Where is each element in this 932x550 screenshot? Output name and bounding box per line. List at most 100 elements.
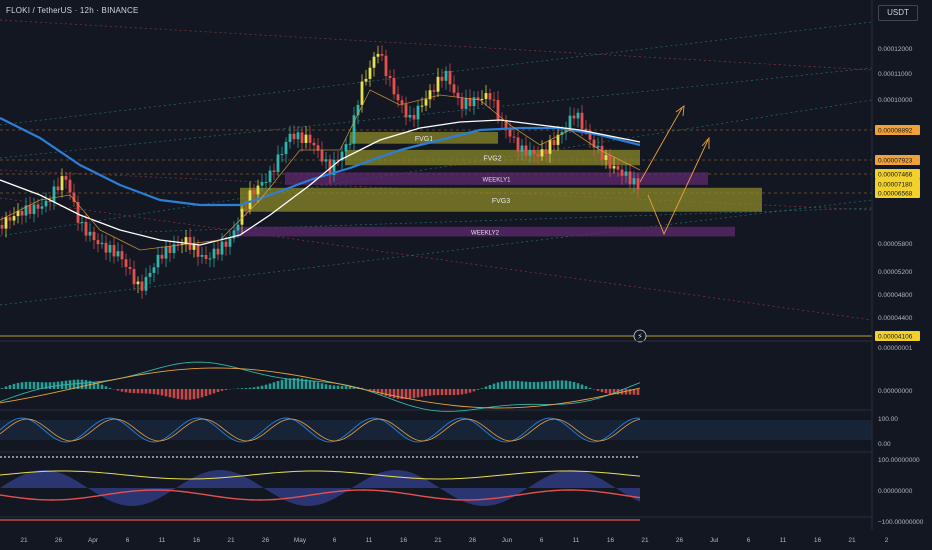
time-tick-label: 6 bbox=[126, 537, 130, 544]
candle-body bbox=[192, 244, 196, 250]
candle-body bbox=[524, 145, 528, 156]
candle-body bbox=[64, 176, 68, 180]
candle-body bbox=[308, 134, 312, 143]
macd-bar bbox=[52, 382, 56, 389]
macd-bar bbox=[428, 389, 432, 396]
candle-body bbox=[108, 245, 112, 253]
macd-bar bbox=[328, 384, 332, 389]
macd-bar bbox=[144, 389, 148, 394]
macd-bar bbox=[528, 381, 532, 389]
time-tick-label: 6 bbox=[540, 537, 544, 544]
macd-bar bbox=[8, 385, 12, 389]
macd-bar bbox=[224, 389, 228, 390]
candle-body bbox=[284, 141, 288, 155]
ma-orange-line bbox=[0, 89, 641, 251]
candle-body bbox=[516, 137, 520, 152]
candle-body bbox=[224, 241, 228, 247]
candle-body bbox=[388, 76, 392, 78]
candle-body bbox=[600, 145, 604, 160]
price-tick-label: 0.00004400 bbox=[878, 315, 913, 322]
arrow-head bbox=[701, 136, 710, 149]
macd-bar bbox=[152, 389, 156, 395]
zone-fvg2 bbox=[345, 149, 640, 166]
candle-body bbox=[576, 112, 580, 119]
price-tick-label: 0.00012000 bbox=[878, 46, 913, 53]
candle-body bbox=[76, 202, 80, 223]
macd-bar bbox=[432, 389, 436, 396]
candle-body bbox=[148, 272, 152, 277]
trend-line bbox=[0, 21, 873, 126]
candle-body bbox=[248, 190, 252, 209]
time-tick-label: 11 bbox=[780, 537, 787, 544]
time-axis: 21 26 Apr 6 11 16 21 26 May 6 11 16 21 26 Jun 6 11 16 21 26… bbox=[0, 530, 932, 550]
candle-body bbox=[536, 153, 540, 157]
candle-body bbox=[540, 149, 544, 157]
macd-bar bbox=[460, 389, 464, 395]
time-tick-label: 26 bbox=[262, 537, 270, 544]
price-tick-label: 0.00005200 bbox=[878, 269, 913, 276]
trend-line bbox=[0, 67, 873, 159]
candle-body bbox=[68, 179, 72, 193]
macd-bar bbox=[0, 388, 4, 389]
candle-body bbox=[204, 254, 208, 259]
macd-bar bbox=[168, 389, 172, 398]
zone-label-weekly1: WEEKLY1 bbox=[483, 178, 512, 184]
candle-body bbox=[376, 53, 380, 57]
price-grid bbox=[0, 0, 872, 517]
candle-body bbox=[232, 230, 236, 239]
macd-bar bbox=[504, 381, 508, 389]
candle-body bbox=[216, 248, 220, 255]
macd-bar bbox=[32, 381, 36, 389]
candle-body bbox=[444, 70, 448, 81]
trend-line bbox=[139, 207, 873, 233]
macd-bar bbox=[520, 381, 524, 389]
macd-bar bbox=[552, 380, 556, 389]
candle-body bbox=[632, 178, 636, 185]
macd-bar bbox=[348, 386, 352, 389]
candle-body bbox=[424, 99, 428, 106]
time-tick-label: May bbox=[294, 537, 307, 544]
macd-bar bbox=[524, 381, 528, 389]
candle-body bbox=[60, 176, 64, 191]
macd-bar bbox=[404, 389, 408, 399]
price-tag bbox=[875, 125, 920, 135]
macd-bar bbox=[184, 389, 188, 400]
candle-body bbox=[404, 104, 408, 118]
candle-body bbox=[260, 182, 264, 186]
macd-bar bbox=[572, 382, 576, 389]
pane-tick-label: 0.00000001 bbox=[878, 345, 913, 352]
candle-body bbox=[480, 98, 484, 100]
candle-body bbox=[56, 186, 60, 191]
candle-body bbox=[488, 93, 492, 100]
zone-weekly2 bbox=[235, 226, 735, 237]
macd-bar bbox=[540, 381, 544, 389]
candle-body bbox=[168, 246, 172, 254]
macd-bar bbox=[264, 384, 268, 389]
macd-bar bbox=[248, 387, 252, 389]
macd-bar bbox=[136, 389, 140, 394]
currency-button[interactable]: USDT bbox=[878, 5, 918, 21]
candle-body bbox=[448, 70, 452, 85]
candle-body bbox=[580, 112, 584, 129]
macd-bar bbox=[92, 381, 96, 389]
candle-body bbox=[532, 150, 536, 154]
candle-body bbox=[312, 142, 316, 146]
candle-body bbox=[172, 244, 176, 254]
candle-body bbox=[476, 97, 480, 100]
macd-bar bbox=[200, 389, 204, 398]
candle-body bbox=[256, 185, 260, 195]
candle-body bbox=[212, 248, 216, 259]
candle-body bbox=[300, 132, 304, 143]
macd-bar bbox=[24, 381, 28, 389]
macd-bar bbox=[324, 384, 328, 389]
price-tag bbox=[875, 331, 920, 341]
macd-bar bbox=[180, 389, 184, 400]
macd-bar bbox=[564, 380, 568, 389]
osc-yellow-line bbox=[0, 470, 641, 480]
candle-body bbox=[88, 231, 92, 236]
candles bbox=[0, 45, 640, 299]
candle-body bbox=[152, 267, 156, 273]
candle-body bbox=[568, 115, 572, 129]
candle-body bbox=[628, 171, 632, 185]
